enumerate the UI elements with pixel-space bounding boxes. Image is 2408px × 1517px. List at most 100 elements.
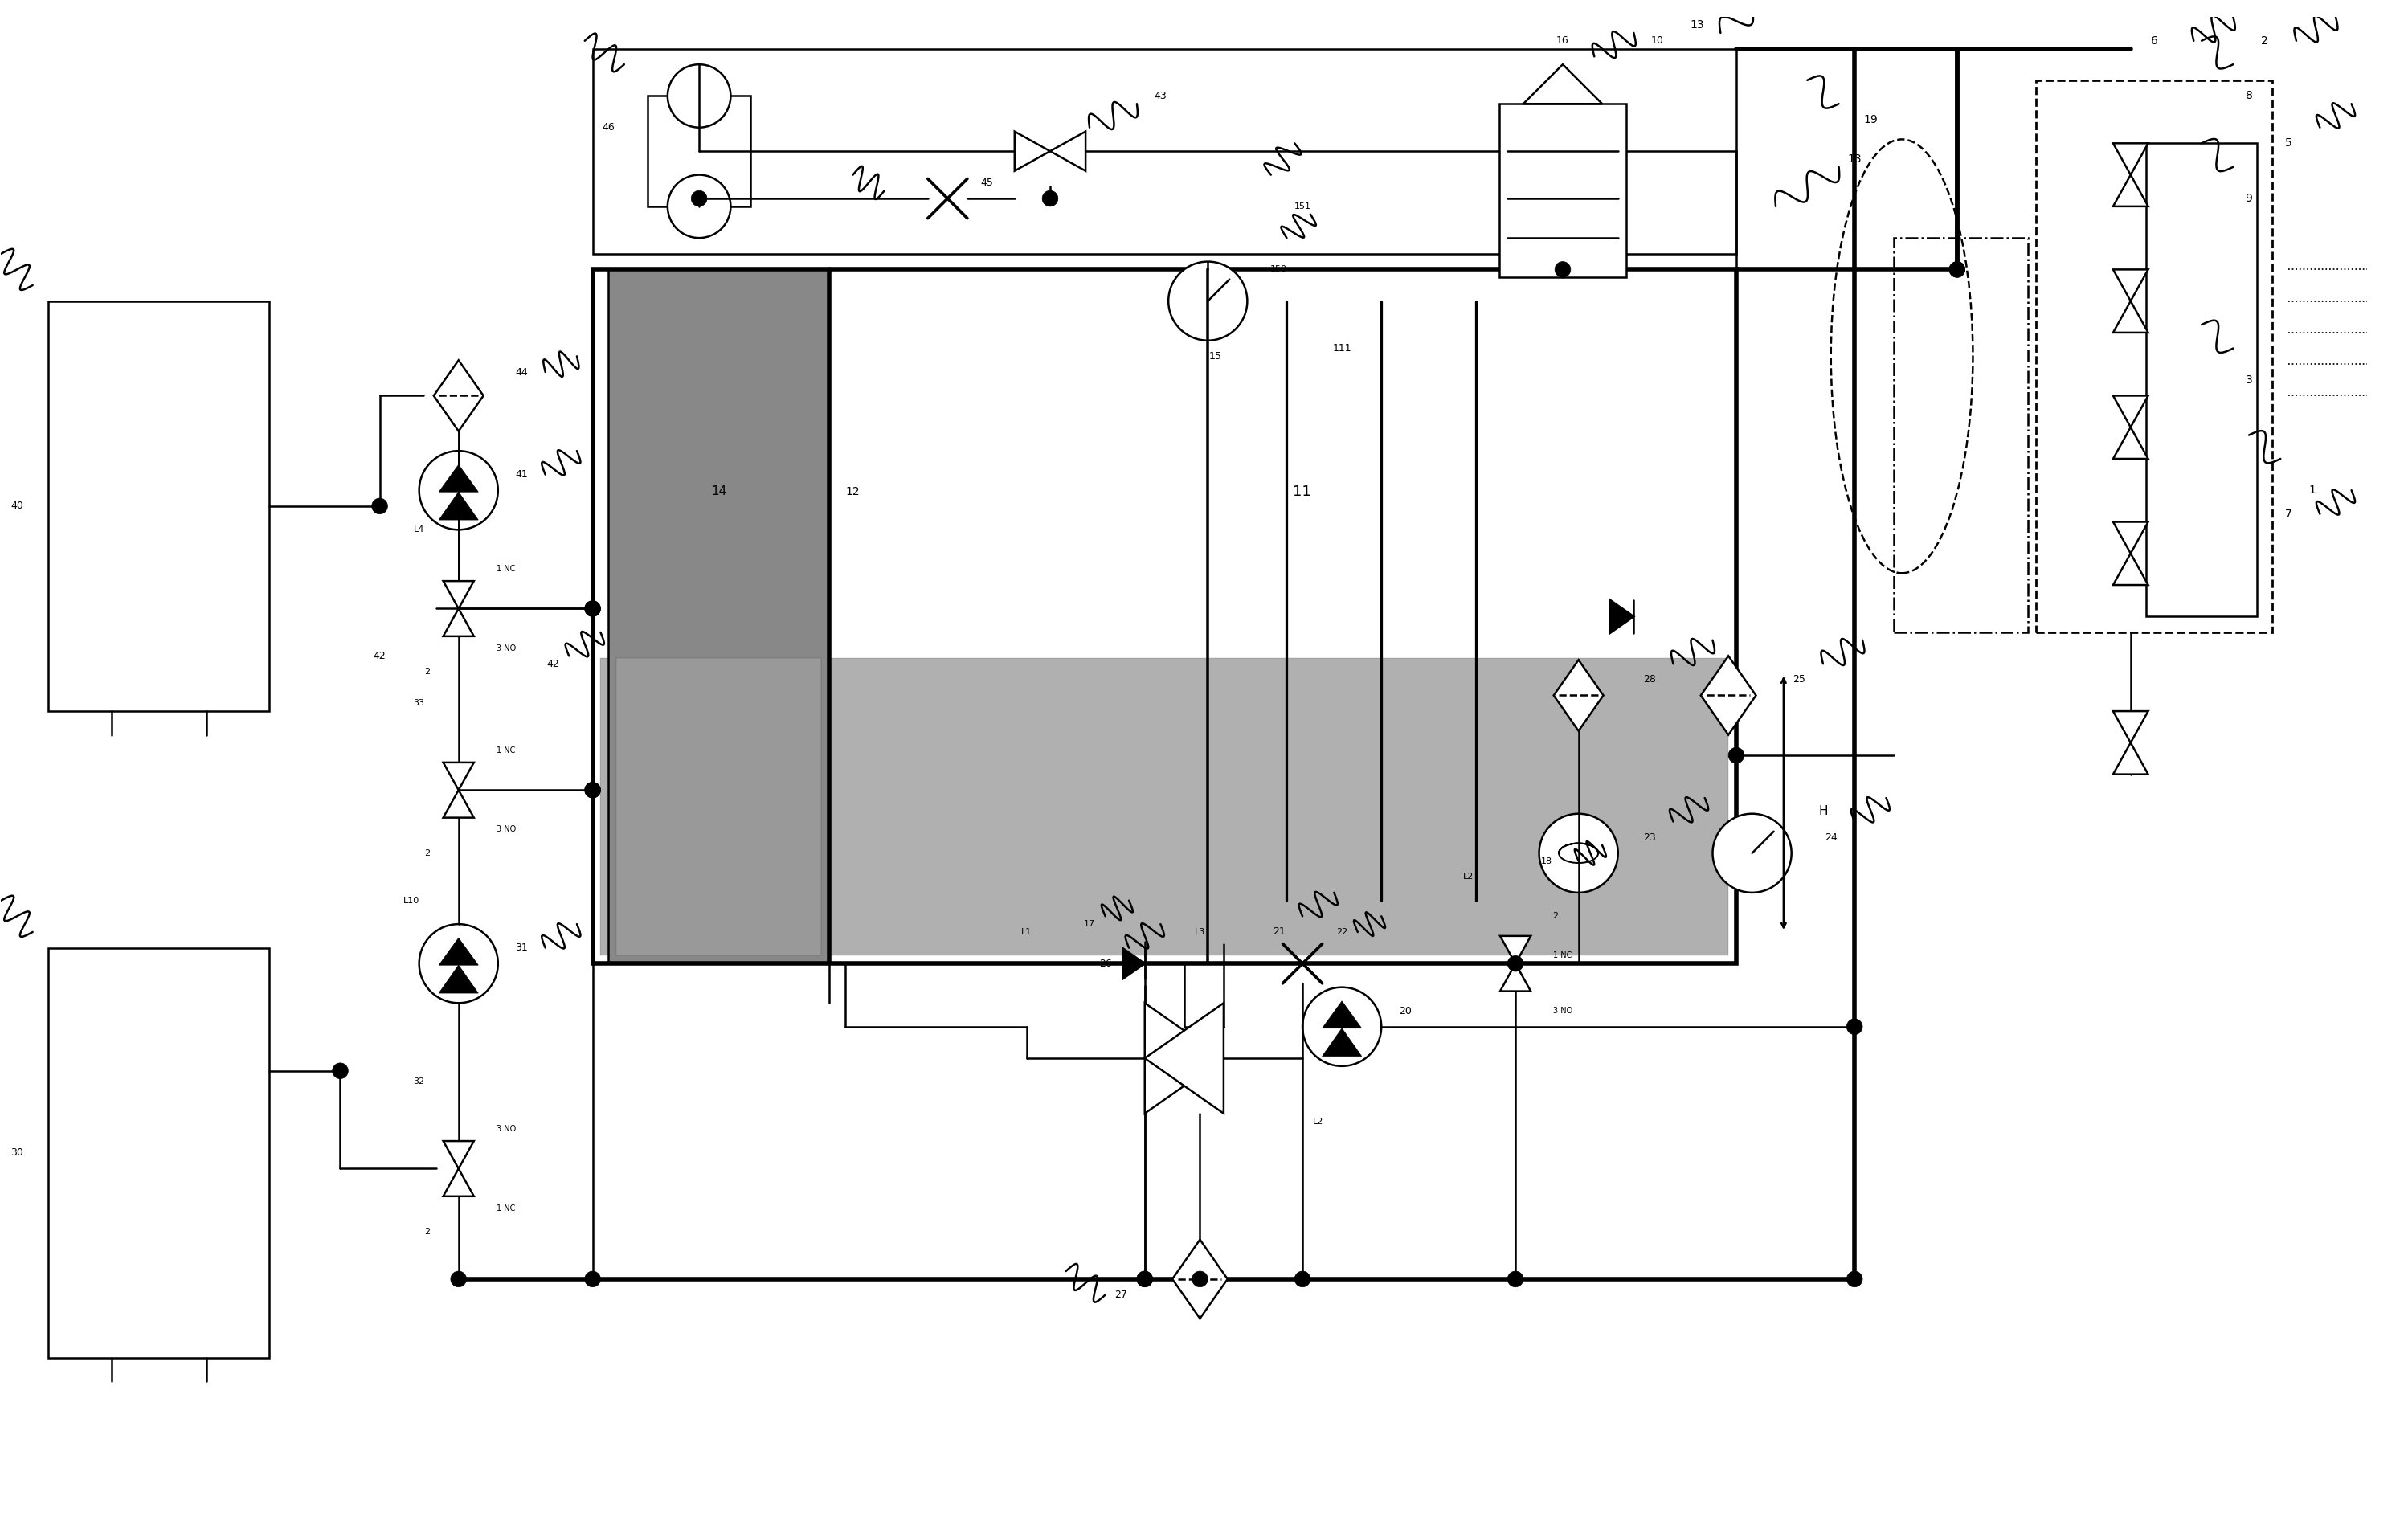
Circle shape xyxy=(585,783,600,798)
Bar xyxy=(609,270,828,963)
Text: 13: 13 xyxy=(1847,153,1861,165)
Bar xyxy=(592,270,1736,963)
Circle shape xyxy=(1847,1019,1861,1035)
Text: 8: 8 xyxy=(2244,91,2251,102)
Bar xyxy=(1500,103,1625,278)
Text: 27: 27 xyxy=(1115,1289,1127,1300)
Bar xyxy=(616,658,821,956)
Circle shape xyxy=(585,601,600,616)
Circle shape xyxy=(450,1271,467,1286)
Polygon shape xyxy=(443,790,474,818)
Text: L4: L4 xyxy=(414,526,424,534)
Text: 40: 40 xyxy=(10,501,24,511)
Text: 1 NC: 1 NC xyxy=(496,1204,515,1212)
Polygon shape xyxy=(1553,660,1604,731)
Circle shape xyxy=(585,601,600,616)
Bar xyxy=(55,437,262,704)
Polygon shape xyxy=(1122,948,1144,978)
Polygon shape xyxy=(2114,270,2148,300)
Bar xyxy=(48,948,270,1358)
Text: 32: 32 xyxy=(414,1079,424,1086)
Polygon shape xyxy=(1173,1239,1228,1318)
Text: 6: 6 xyxy=(2150,35,2158,47)
Polygon shape xyxy=(443,1168,474,1197)
Circle shape xyxy=(1948,261,1965,278)
Circle shape xyxy=(1847,1271,1861,1286)
Circle shape xyxy=(1539,813,1618,892)
Circle shape xyxy=(1556,261,1570,278)
Bar xyxy=(2146,143,2256,616)
Polygon shape xyxy=(443,581,474,608)
Bar xyxy=(648,96,751,206)
Text: 1 NC: 1 NC xyxy=(1553,951,1572,960)
Text: 42: 42 xyxy=(373,651,385,661)
Text: L3: L3 xyxy=(1194,928,1206,936)
Text: 33: 33 xyxy=(414,699,424,707)
Circle shape xyxy=(1507,1271,1524,1286)
Text: 42: 42 xyxy=(547,658,559,669)
Text: 24: 24 xyxy=(1825,833,1837,842)
Polygon shape xyxy=(2114,300,2148,332)
Text: 7: 7 xyxy=(2285,508,2292,520)
Bar xyxy=(55,1124,262,1350)
Text: L10: L10 xyxy=(402,897,419,904)
Circle shape xyxy=(1137,1271,1153,1286)
Polygon shape xyxy=(443,1141,474,1168)
Text: 111: 111 xyxy=(1332,343,1351,353)
Polygon shape xyxy=(2114,554,2148,586)
Text: 9: 9 xyxy=(2244,193,2251,205)
Polygon shape xyxy=(1524,64,1601,103)
Polygon shape xyxy=(443,608,474,636)
Polygon shape xyxy=(2114,174,2148,206)
Polygon shape xyxy=(2114,522,2148,554)
Circle shape xyxy=(667,174,730,238)
Circle shape xyxy=(1712,813,1792,892)
Circle shape xyxy=(1729,748,1743,763)
Text: 3: 3 xyxy=(2244,375,2251,385)
Text: L1: L1 xyxy=(1021,928,1031,936)
Polygon shape xyxy=(1500,936,1531,963)
Text: L2: L2 xyxy=(1462,872,1474,881)
Text: 31: 31 xyxy=(515,942,527,953)
Polygon shape xyxy=(1611,599,1633,633)
Text: H: H xyxy=(1818,806,1828,816)
Text: 43: 43 xyxy=(1153,91,1168,102)
Text: 19: 19 xyxy=(1864,114,1878,126)
Text: 2: 2 xyxy=(2261,35,2268,47)
Polygon shape xyxy=(1322,1029,1361,1056)
Text: 5: 5 xyxy=(2285,138,2292,149)
Text: 150: 150 xyxy=(1271,265,1288,273)
Circle shape xyxy=(1507,956,1524,971)
Circle shape xyxy=(1168,261,1247,340)
Text: 2: 2 xyxy=(424,850,431,857)
Circle shape xyxy=(1043,191,1057,206)
Text: 23: 23 xyxy=(1642,833,1657,842)
Polygon shape xyxy=(438,965,479,994)
Text: 2: 2 xyxy=(1553,912,1558,921)
Circle shape xyxy=(667,64,730,127)
Polygon shape xyxy=(2114,396,2148,428)
Circle shape xyxy=(332,1063,349,1079)
Polygon shape xyxy=(443,763,474,790)
Circle shape xyxy=(1192,1271,1209,1286)
Bar xyxy=(600,658,1729,956)
Polygon shape xyxy=(2114,143,2148,174)
Text: 1 NC: 1 NC xyxy=(496,746,515,754)
Polygon shape xyxy=(1500,963,1531,991)
Text: 41: 41 xyxy=(515,469,527,479)
Bar xyxy=(2037,80,2273,633)
Text: 46: 46 xyxy=(602,123,614,133)
Circle shape xyxy=(1303,988,1382,1066)
Polygon shape xyxy=(1322,1001,1361,1029)
Text: 3 NO: 3 NO xyxy=(496,825,515,833)
Polygon shape xyxy=(2114,428,2148,458)
Text: 3 NO: 3 NO xyxy=(496,1126,515,1133)
Text: 151: 151 xyxy=(1293,202,1310,211)
Text: 28: 28 xyxy=(1642,675,1657,684)
Circle shape xyxy=(1296,1271,1310,1286)
Text: 2: 2 xyxy=(424,667,431,675)
Text: 2: 2 xyxy=(424,1227,431,1236)
Text: 25: 25 xyxy=(1794,675,1806,684)
Text: 16: 16 xyxy=(1556,35,1570,46)
Polygon shape xyxy=(438,938,479,965)
